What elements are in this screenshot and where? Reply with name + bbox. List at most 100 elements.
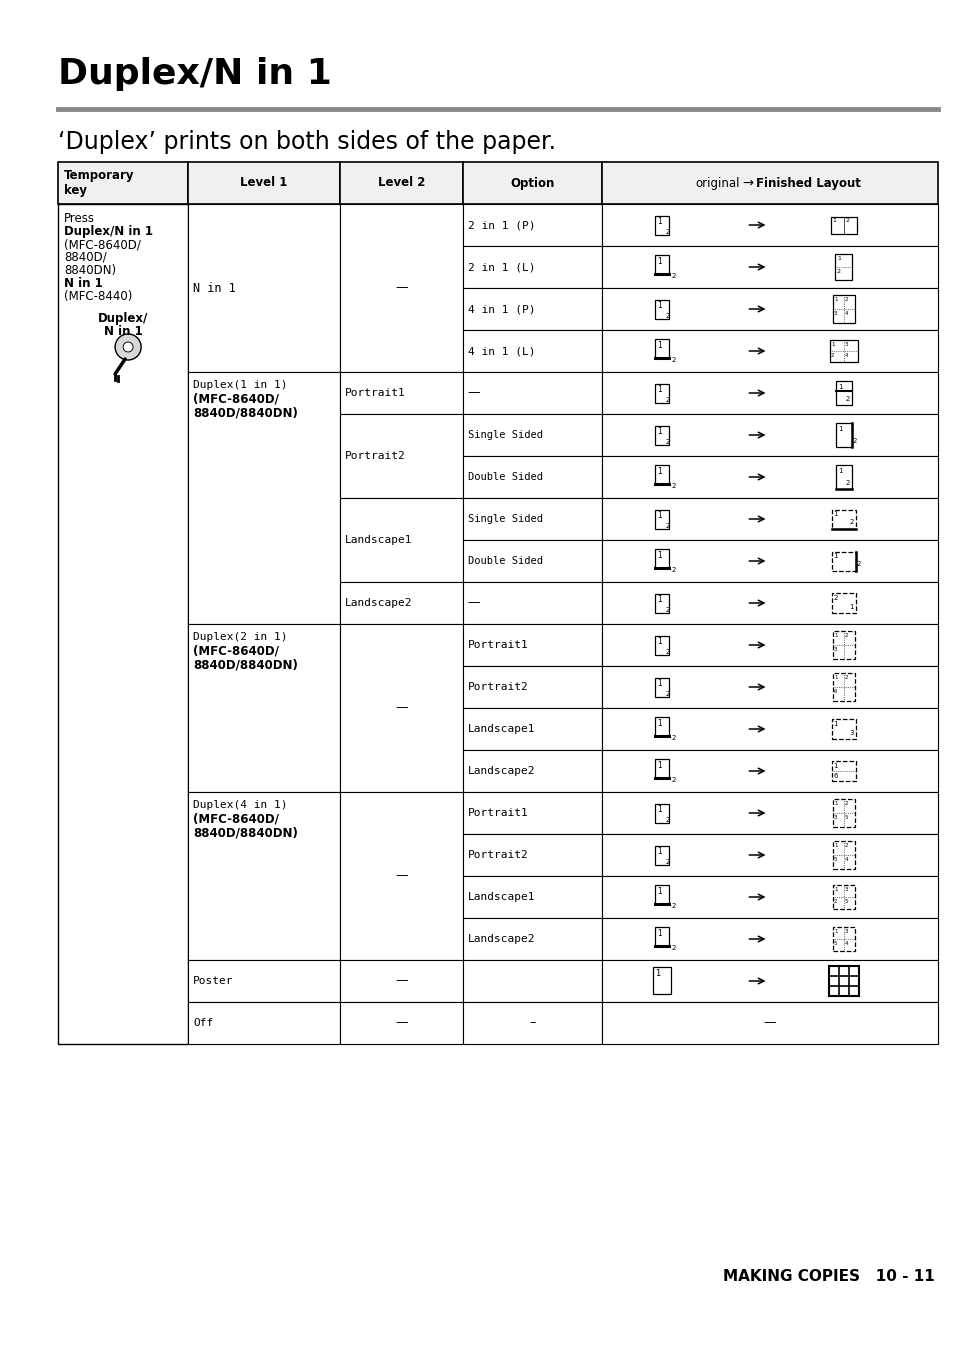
Text: Duplex(1 in 1): Duplex(1 in 1) bbox=[193, 380, 288, 389]
Bar bbox=[835, 465, 851, 489]
Text: 2: 2 bbox=[664, 228, 669, 235]
Text: Landscape1: Landscape1 bbox=[467, 892, 535, 902]
Bar bbox=[655, 254, 669, 273]
Text: 6: 6 bbox=[833, 773, 837, 779]
Text: Level 2: Level 2 bbox=[377, 177, 424, 189]
Text: Finished Layout: Finished Layout bbox=[755, 177, 860, 189]
Bar bbox=[832, 886, 854, 909]
Text: 1: 1 bbox=[657, 511, 661, 521]
Text: Double Sided: Double Sided bbox=[467, 556, 542, 566]
Bar bbox=[601, 960, 937, 1002]
Text: Duplex(2 in 1): Duplex(2 in 1) bbox=[193, 631, 288, 642]
Bar bbox=[832, 927, 854, 950]
Text: 1: 1 bbox=[657, 887, 661, 895]
Bar bbox=[655, 338, 669, 357]
Text: 1: 1 bbox=[848, 604, 853, 610]
Bar bbox=[462, 372, 601, 414]
Bar bbox=[835, 254, 851, 280]
Text: 1: 1 bbox=[657, 718, 661, 727]
Text: 3: 3 bbox=[848, 730, 853, 735]
Text: 1: 1 bbox=[833, 844, 837, 848]
Bar bbox=[462, 581, 601, 625]
Bar bbox=[831, 594, 855, 612]
Text: 2: 2 bbox=[833, 899, 837, 904]
Bar bbox=[601, 162, 937, 204]
Text: 2: 2 bbox=[664, 397, 669, 403]
Text: —: — bbox=[395, 1017, 407, 1029]
Text: 2: 2 bbox=[830, 353, 834, 358]
Bar bbox=[339, 581, 462, 625]
Bar bbox=[655, 845, 669, 864]
Bar bbox=[655, 215, 669, 234]
Text: Level 1: Level 1 bbox=[240, 177, 287, 189]
Bar bbox=[188, 960, 339, 1002]
Bar bbox=[832, 631, 854, 658]
Text: (MFC-8640D/: (MFC-8640D/ bbox=[193, 813, 279, 826]
Bar bbox=[601, 625, 937, 667]
Bar bbox=[339, 1002, 462, 1044]
Text: Duplex/N in 1: Duplex/N in 1 bbox=[58, 57, 332, 91]
Text: N in 1: N in 1 bbox=[104, 324, 142, 338]
Text: 1: 1 bbox=[657, 427, 661, 437]
Text: 2: 2 bbox=[844, 219, 848, 223]
Text: Double Sided: Double Sided bbox=[467, 472, 542, 483]
Text: 3: 3 bbox=[844, 929, 847, 934]
Text: 2: 2 bbox=[844, 800, 847, 806]
Bar bbox=[601, 667, 937, 708]
Text: Portrait1: Portrait1 bbox=[467, 808, 528, 818]
Bar bbox=[188, 372, 339, 625]
Bar bbox=[462, 414, 601, 456]
Bar bbox=[601, 498, 937, 539]
Bar bbox=[462, 539, 601, 581]
Bar bbox=[655, 384, 669, 403]
Text: 4 in 1 (P): 4 in 1 (P) bbox=[467, 304, 535, 314]
Text: 3: 3 bbox=[833, 311, 837, 316]
Circle shape bbox=[123, 342, 133, 352]
Bar bbox=[655, 803, 669, 822]
Text: 2: 2 bbox=[844, 633, 847, 638]
Text: original: original bbox=[695, 177, 740, 189]
Text: Press: Press bbox=[64, 212, 95, 224]
Text: 2: 2 bbox=[671, 777, 675, 783]
Text: Single Sided: Single Sided bbox=[467, 514, 542, 525]
Text: 1: 1 bbox=[657, 595, 661, 604]
Text: 1: 1 bbox=[837, 384, 841, 389]
Bar bbox=[601, 414, 937, 456]
Bar bbox=[655, 549, 669, 568]
Text: 8840D/: 8840D/ bbox=[64, 251, 107, 264]
Bar bbox=[601, 792, 937, 834]
Bar bbox=[58, 162, 188, 204]
Bar bbox=[462, 1002, 601, 1044]
Text: 8840D/8840DN): 8840D/8840DN) bbox=[193, 658, 297, 671]
Text: —: — bbox=[395, 702, 407, 714]
Bar bbox=[462, 204, 601, 246]
Text: (MFC-8640D/: (MFC-8640D/ bbox=[193, 645, 279, 658]
Text: Duplex/N in 1: Duplex/N in 1 bbox=[64, 224, 152, 238]
Text: —: — bbox=[762, 1017, 776, 1029]
Text: 1: 1 bbox=[657, 385, 661, 395]
Text: 1: 1 bbox=[833, 633, 837, 638]
Bar bbox=[601, 288, 937, 330]
Text: Landscape2: Landscape2 bbox=[467, 767, 535, 776]
Text: 4 in 1 (L): 4 in 1 (L) bbox=[467, 346, 535, 356]
Text: Duplex/: Duplex/ bbox=[98, 312, 148, 324]
Text: Poster: Poster bbox=[193, 976, 233, 986]
Bar bbox=[831, 552, 855, 571]
Bar bbox=[462, 750, 601, 792]
Text: 2: 2 bbox=[664, 649, 669, 654]
Text: 1: 1 bbox=[832, 219, 836, 223]
Bar bbox=[462, 834, 601, 876]
Text: 5: 5 bbox=[844, 899, 847, 904]
Bar bbox=[655, 758, 669, 777]
Bar bbox=[832, 673, 854, 700]
Text: 3: 3 bbox=[833, 648, 837, 652]
Bar bbox=[601, 330, 937, 372]
Text: 1: 1 bbox=[657, 680, 661, 688]
Text: 1: 1 bbox=[657, 848, 661, 857]
Text: 1: 1 bbox=[833, 929, 837, 934]
Text: 1: 1 bbox=[657, 218, 661, 227]
Bar bbox=[655, 300, 669, 319]
Text: 1: 1 bbox=[657, 929, 661, 937]
Bar bbox=[601, 456, 937, 498]
Bar bbox=[462, 918, 601, 960]
